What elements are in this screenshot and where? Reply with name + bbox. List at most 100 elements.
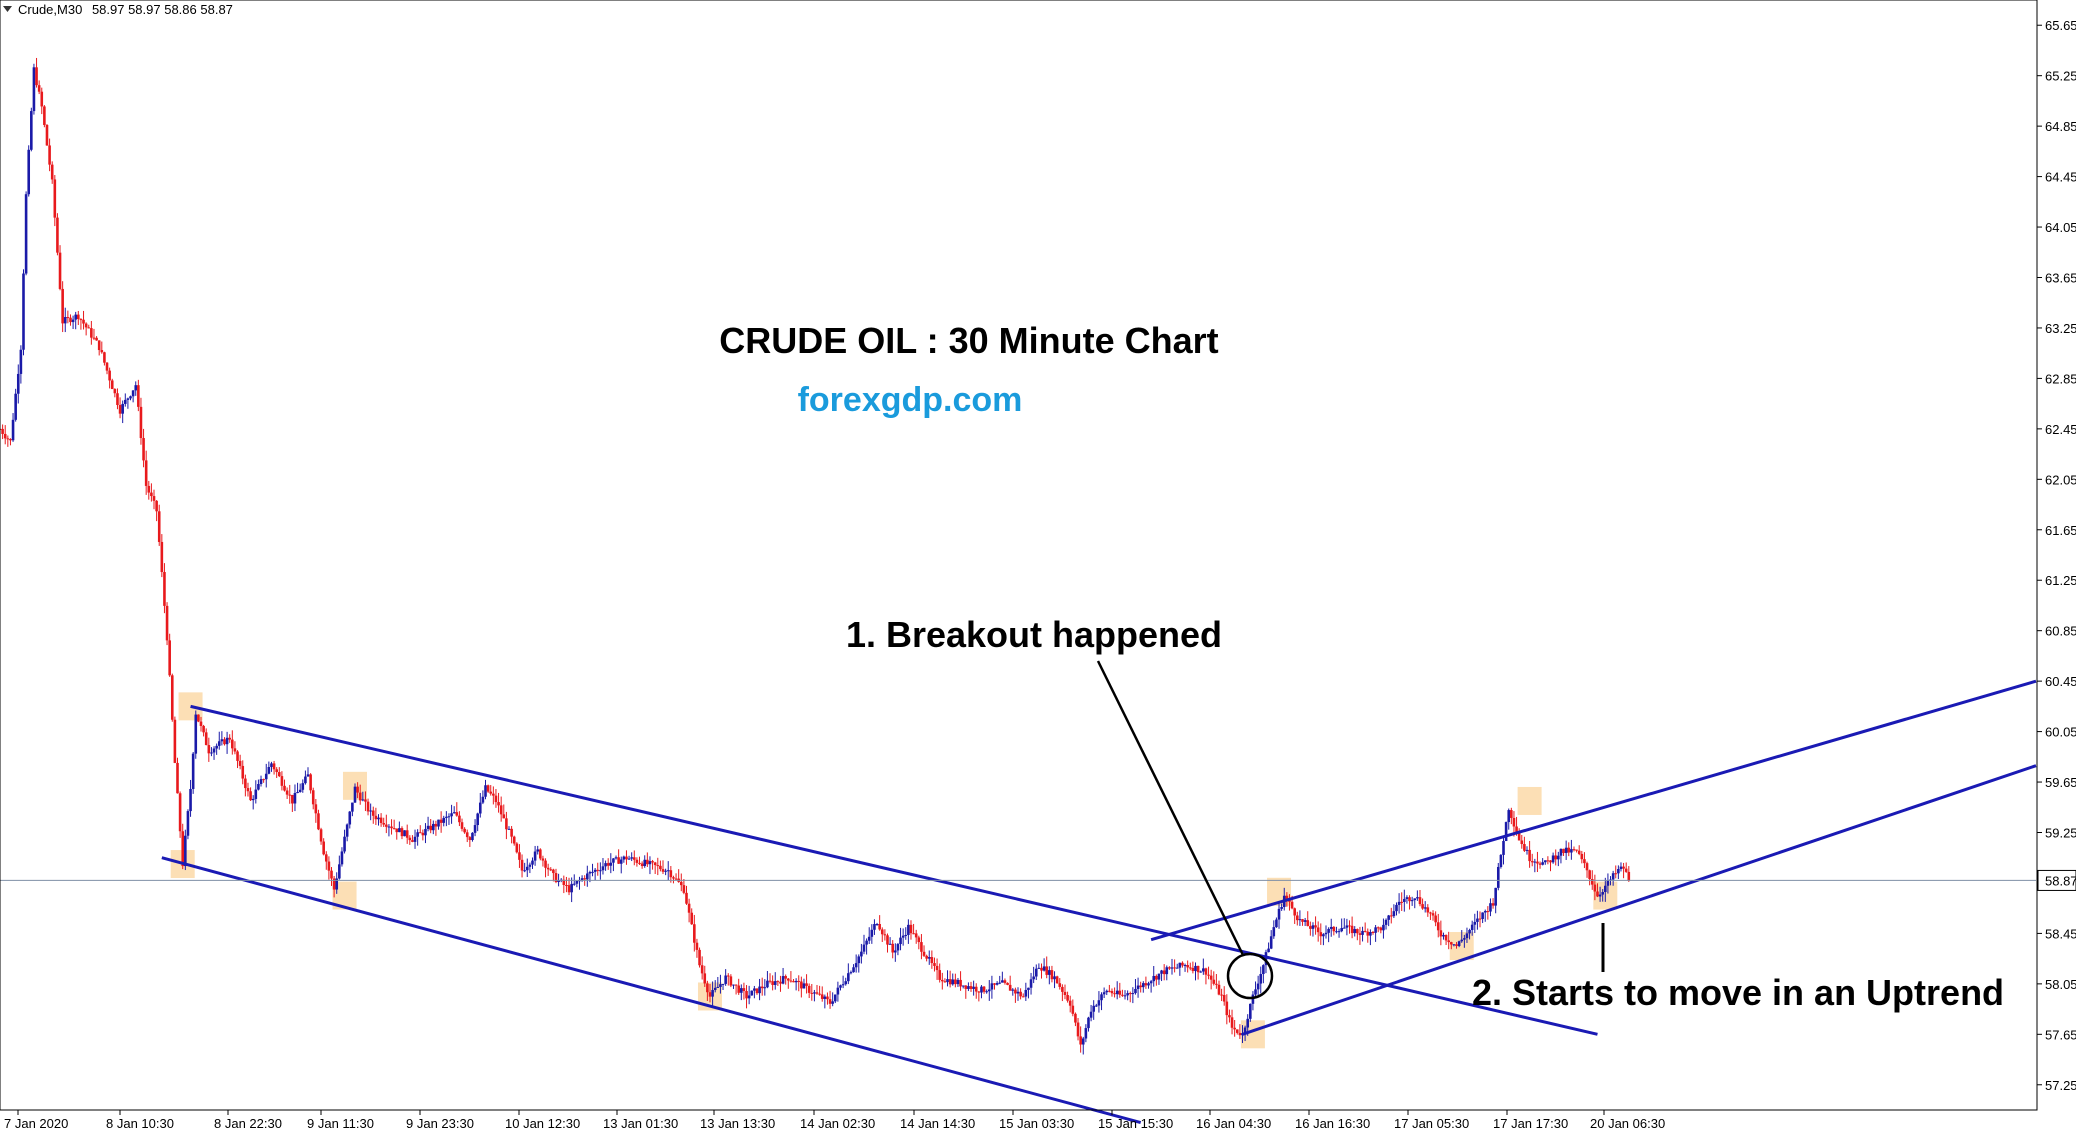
candle xyxy=(1309,921,1312,936)
candle-body xyxy=(972,986,975,989)
candle-body xyxy=(758,986,761,994)
candle-body xyxy=(489,791,493,794)
candle-body xyxy=(685,892,688,904)
candle-body xyxy=(163,572,166,606)
candle xyxy=(1160,969,1163,982)
candle xyxy=(528,862,532,874)
candle xyxy=(993,983,996,990)
candle xyxy=(400,826,404,840)
candle xyxy=(867,927,871,945)
candle-body xyxy=(1058,983,1062,987)
candle-body xyxy=(880,929,884,935)
candle-body xyxy=(990,983,994,990)
candle-body xyxy=(987,989,991,992)
candle xyxy=(100,341,104,354)
candle xyxy=(1369,929,1372,946)
candle-body xyxy=(233,748,237,752)
candle xyxy=(912,923,915,935)
channel-line-ascending-upper xyxy=(1150,679,2037,942)
candle xyxy=(823,994,827,1009)
candle xyxy=(251,795,255,810)
candle-body xyxy=(847,973,850,982)
candle xyxy=(732,984,735,989)
candle-body xyxy=(612,858,615,863)
candle xyxy=(1528,840,1531,868)
candle xyxy=(904,927,908,940)
candle-body xyxy=(1439,930,1443,937)
candle-body xyxy=(1095,1005,1098,1007)
candle xyxy=(35,57,38,88)
candle xyxy=(742,982,746,1000)
candle-body xyxy=(1543,860,1547,863)
candle-body xyxy=(815,992,819,994)
candle-body xyxy=(687,903,691,913)
candle xyxy=(131,390,135,403)
candle-body xyxy=(693,924,696,943)
candle xyxy=(967,982,970,992)
candle xyxy=(870,924,874,944)
candle-body xyxy=(324,854,328,862)
candle xyxy=(481,790,485,805)
candle-body xyxy=(1421,904,1424,909)
y-tick-label: 58.05 xyxy=(2045,977,2076,992)
candle-body xyxy=(1392,911,1396,917)
candle xyxy=(930,950,934,969)
candle-body xyxy=(374,815,378,820)
candle xyxy=(217,731,221,750)
candle-body xyxy=(437,819,440,827)
candle-body xyxy=(828,999,832,1004)
candle xyxy=(659,860,662,872)
candle-body xyxy=(614,857,618,859)
candle xyxy=(366,798,370,816)
candle-body xyxy=(215,745,218,749)
candle xyxy=(1147,981,1150,989)
candle-body xyxy=(181,831,185,867)
candle xyxy=(1450,941,1453,950)
candle xyxy=(445,811,448,827)
candle xyxy=(1525,846,1529,855)
candle-body xyxy=(1319,932,1323,937)
candle-body xyxy=(1246,1018,1250,1028)
candle xyxy=(1387,914,1390,927)
candle xyxy=(977,990,981,1002)
candle-body xyxy=(40,91,44,107)
candle-body xyxy=(854,963,858,968)
candle xyxy=(700,956,704,980)
candle-body xyxy=(1183,965,1187,967)
candle xyxy=(1504,821,1508,842)
candle-body xyxy=(1162,970,1166,975)
candle-body xyxy=(721,983,725,985)
candle xyxy=(1348,920,1351,934)
candle-body xyxy=(1196,965,1200,973)
candle-body xyxy=(1006,982,1009,985)
candle-body xyxy=(967,986,970,989)
candle-body xyxy=(137,385,140,407)
candle-body xyxy=(411,840,414,842)
candle-body xyxy=(544,860,547,868)
candle-body xyxy=(797,980,801,982)
candle xyxy=(1157,973,1161,985)
candle xyxy=(894,943,897,962)
candle-body xyxy=(1577,850,1581,854)
candle xyxy=(1496,862,1500,891)
candle-body xyxy=(1436,922,1440,931)
candle-body xyxy=(298,789,302,793)
candle-body xyxy=(700,965,704,974)
candle xyxy=(405,824,409,844)
candle-body xyxy=(533,851,537,861)
candle xyxy=(246,782,250,797)
candle-body xyxy=(1533,861,1537,863)
candle xyxy=(413,829,417,849)
candle-body xyxy=(481,796,485,803)
candle-body xyxy=(938,970,941,980)
candle-body xyxy=(520,859,524,871)
symbol-dropdown-icon[interactable] xyxy=(3,6,12,12)
candle-body xyxy=(912,933,915,935)
candle-body xyxy=(319,829,323,842)
candle xyxy=(338,855,341,880)
candle-body xyxy=(58,252,62,289)
candle xyxy=(760,977,764,996)
candle xyxy=(301,779,305,793)
candle xyxy=(1293,907,1296,924)
candle xyxy=(142,428,145,468)
